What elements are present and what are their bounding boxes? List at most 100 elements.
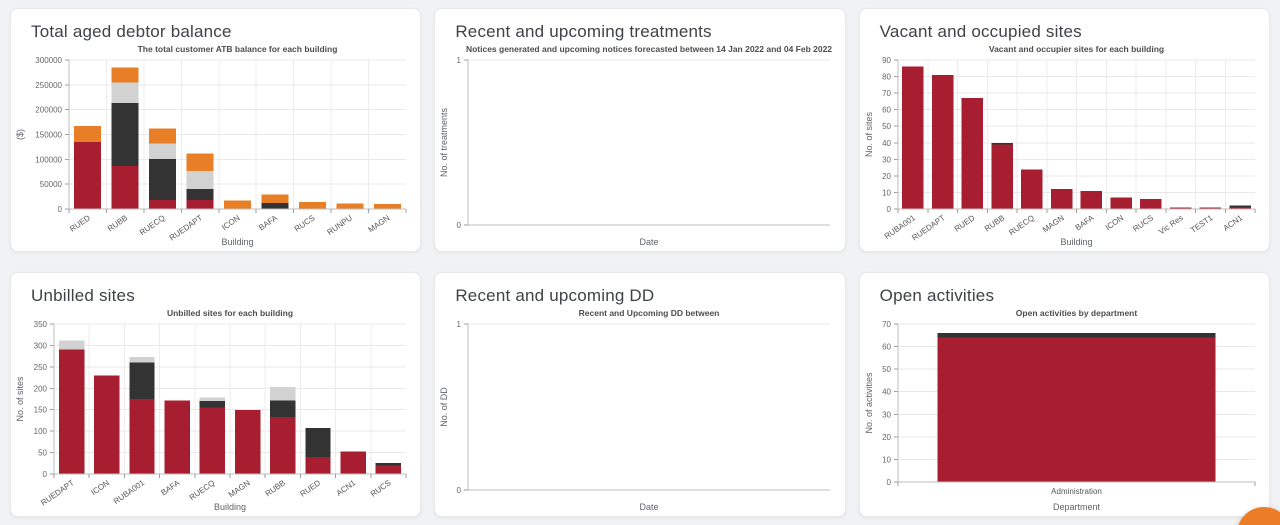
svg-text:RUBB: RUBB: [983, 213, 1006, 233]
svg-text:0: 0: [457, 486, 462, 495]
svg-text:Date: Date: [640, 237, 659, 247]
svg-text:Building: Building: [214, 502, 246, 512]
svg-text:RUED: RUED: [68, 213, 92, 234]
card-open-activities: Open activities 0 10 20 30 40 50 60 70 Administr…: [858, 272, 1270, 517]
svg-text:The total customer ATB balance: The total customer ATB balance for each …: [138, 44, 338, 54]
svg-text:150: 150: [34, 406, 48, 415]
chart-open-activities: 0 10 20 30 40 50 60 70 Administration Open activi…: [862, 307, 1267, 514]
svg-text:40: 40: [882, 139, 891, 148]
svg-text:Recent and Upcoming DD between: Recent and Upcoming DD between: [579, 308, 720, 318]
svg-text:RUCS: RUCS: [1131, 213, 1155, 233]
chart-total-aged-debtor-balance: 0 50000 100000 150000 200000 250000 300000 RUED…: [13, 43, 418, 249]
svg-text:RUBB: RUBB: [264, 478, 287, 498]
svg-text:RUED: RUED: [952, 213, 976, 234]
svg-text:RUEDAPT: RUEDAPT: [168, 213, 205, 242]
svg-text:200: 200: [34, 384, 48, 393]
svg-text:Department: Department: [1053, 502, 1101, 512]
svg-text:70: 70: [882, 320, 891, 329]
svg-text:No. of activities: No. of activities: [864, 372, 874, 434]
svg-text:80: 80: [882, 73, 891, 82]
svg-text:RUCS: RUCS: [369, 478, 393, 498]
card-total-aged-debtor-balance: Total aged debtor balance 0 50000 100000 15…: [10, 8, 422, 252]
svg-text:Building: Building: [1060, 237, 1092, 247]
card-recent-upcoming-treatments: Recent and upcoming treatments 0 1 Notices…: [434, 8, 846, 252]
svg-text:0: 0: [886, 478, 891, 487]
svg-text:RUBB: RUBB: [106, 213, 129, 233]
svg-text:MAGN: MAGN: [1041, 213, 1066, 234]
svg-text:RUBA001: RUBA001: [112, 478, 147, 506]
svg-text:50000: 50000: [40, 180, 63, 189]
svg-text:($): ($): [15, 129, 25, 140]
card-title-recent-upcoming-dd: Recent and upcoming DD: [455, 286, 655, 305]
svg-text:300: 300: [34, 341, 48, 350]
svg-text:60: 60: [882, 106, 891, 115]
svg-text:Notices generated and upcoming: Notices generated and upcoming notices f…: [466, 44, 832, 54]
svg-text:10: 10: [882, 455, 891, 464]
svg-text:MAGN: MAGN: [227, 478, 252, 499]
svg-text:BAFA: BAFA: [1073, 213, 1095, 232]
svg-text:250: 250: [34, 363, 48, 372]
svg-text:RUEDAPT: RUEDAPT: [39, 478, 76, 507]
card-unbilled-sites: Unbilled sites 0 50 100 150 200 250 300 350 RUED…: [10, 272, 422, 517]
svg-text:1: 1: [457, 320, 462, 329]
svg-text:ICON: ICON: [220, 213, 242, 232]
svg-text:40: 40: [882, 388, 891, 397]
svg-text:350: 350: [34, 320, 48, 329]
svg-text:20: 20: [882, 172, 891, 181]
svg-text:0: 0: [43, 470, 48, 479]
svg-text:200000: 200000: [35, 106, 62, 115]
svg-text:RUEDAPT: RUEDAPT: [910, 213, 947, 242]
svg-text:1: 1: [457, 56, 462, 65]
svg-text:BAFA: BAFA: [159, 478, 181, 497]
svg-text:No. of sites: No. of sites: [15, 376, 25, 422]
svg-text:50: 50: [882, 122, 891, 131]
chart-vacant-occupied-sites: 0 10 20 30 40 50 60 70 80 90 RUBA001 RUEDAPT RUED RUB…: [862, 43, 1267, 249]
svg-text:300000: 300000: [35, 56, 62, 65]
svg-text:Unbilled sites for each buildi: Unbilled sites for each building: [167, 308, 293, 318]
card-title-open-activities: Open activities: [879, 286, 995, 305]
svg-text:RUECQ: RUECQ: [138, 213, 167, 237]
svg-text:20: 20: [882, 433, 891, 442]
svg-text:10: 10: [882, 188, 891, 197]
floating-action-button[interactable]: [1237, 507, 1280, 525]
svg-text:Date: Date: [640, 502, 659, 512]
svg-text:70: 70: [882, 89, 891, 98]
svg-text:Vacant and occupier sites for: Vacant and occupier sites for each build…: [989, 44, 1164, 54]
card-recent-upcoming-dd: Recent and upcoming DD 0 1 Recent and Upco…: [434, 272, 846, 517]
card-title-unbilled-sites: Unbilled sites: [31, 286, 135, 305]
svg-text:ICON: ICON: [1103, 213, 1125, 232]
svg-text:150000: 150000: [35, 131, 62, 140]
svg-text:0: 0: [886, 205, 891, 214]
svg-text:RUED: RUED: [298, 478, 322, 499]
svg-text:60: 60: [882, 343, 891, 352]
svg-text:RUNPU: RUNPU: [326, 213, 355, 237]
chart-recent-upcoming-treatments: 0 1 Notices generated and upcoming notices…: [437, 43, 842, 249]
svg-text:ACN1: ACN1: [335, 478, 358, 498]
svg-text:ICON: ICON: [89, 478, 111, 497]
svg-text:RUECQ: RUECQ: [188, 478, 217, 502]
svg-text:Vic Res: Vic Res: [1157, 213, 1185, 236]
svg-text:Building: Building: [221, 237, 253, 247]
svg-text:No. of sites: No. of sites: [864, 111, 874, 157]
svg-text:RUCS: RUCS: [293, 213, 317, 233]
svg-text:BAFA: BAFA: [257, 213, 279, 232]
svg-text:90: 90: [882, 56, 891, 65]
svg-text:MAGN: MAGN: [367, 213, 392, 234]
svg-text:0: 0: [457, 221, 462, 230]
card-vacant-occupied-sites: Vacant and occupied sites 0 10 20 30 40 50 60 7…: [858, 8, 1270, 252]
svg-text:50: 50: [38, 449, 47, 458]
svg-text:No. of treatments: No. of treatments: [439, 107, 449, 177]
svg-text:RUECQ: RUECQ: [1007, 213, 1036, 237]
svg-text:30: 30: [882, 410, 891, 419]
svg-text:Open activities by department: Open activities by department: [1015, 308, 1137, 318]
chart-unbilled-sites: 0 50 100 150 200 250 300 350 RUEDAPT ICON RUBA001 B…: [13, 307, 418, 514]
svg-text:30: 30: [882, 155, 891, 164]
svg-text:No. of DD: No. of DD: [439, 387, 449, 427]
card-title-total-aged-debtor-balance: Total aged debtor balance: [31, 22, 232, 41]
svg-text:0: 0: [58, 205, 63, 214]
svg-text:Administration: Administration: [1051, 487, 1102, 496]
svg-text:50: 50: [882, 365, 891, 374]
svg-text:TEST1: TEST1: [1189, 213, 1215, 235]
svg-text:100000: 100000: [35, 155, 62, 164]
